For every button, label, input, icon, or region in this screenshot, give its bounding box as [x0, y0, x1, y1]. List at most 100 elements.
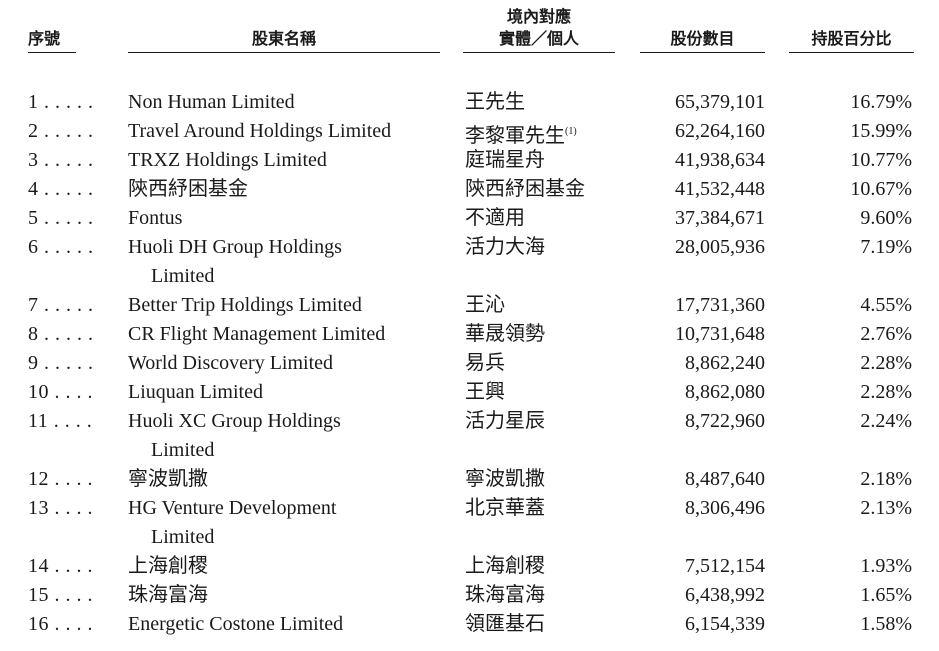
table-row: 11 . . . . Huoli XC Group Holdings Limited… — [0, 407, 939, 465]
table-row: 12 . . . . 寧波凱撒 寧波凱撒 8,487,640 2.18% — [0, 465, 939, 494]
domestic-entity: 庭瑞星舟 — [465, 146, 545, 175]
table-row: 3 . . . . . TRXZ Holdings Limited 庭瑞星舟 41,9… — [0, 146, 939, 175]
shareholder-table: 1 . . . . . Non Human Limited 王先生 65,379,10… — [0, 88, 939, 639]
share-count: 8,862,080 — [685, 381, 765, 403]
shareholding-pct: 2.76% — [860, 323, 912, 345]
domestic-entity: 上海創稷 — [465, 552, 545, 581]
table-row: 13 . . . . HG Venture Development Limited 北… — [0, 494, 939, 552]
domestic-entity-text: 庭瑞星舟 — [465, 149, 545, 171]
row-seq: 5 . . . . . — [28, 207, 94, 229]
domestic-entity: 易兵 — [465, 349, 505, 378]
shareholding-pct: 15.99% — [850, 120, 912, 142]
table-row: 5 . . . . . Fontus 不適用 37,384,671 9.60% — [0, 204, 939, 233]
row-seq: 11 . . . . — [28, 410, 93, 432]
share-count: 41,938,634 — [675, 149, 765, 171]
domestic-entity-text: 領匯基石 — [465, 613, 545, 635]
header-seq: 序號 — [28, 28, 76, 53]
shareholding-pct: 9.60% — [860, 207, 912, 229]
header-domestic-entity: 境內對應 實體／個人 — [463, 6, 615, 53]
share-count: 6,438,992 — [685, 584, 765, 606]
shareholding-pct: 1.93% — [860, 555, 912, 577]
shareholder-name-line1: Non Human Limited — [128, 91, 295, 113]
row-seq: 12 . . . . — [28, 468, 93, 490]
domestic-entity-text: 活力大海 — [465, 236, 545, 258]
domestic-entity: 寧波凱撒 — [465, 465, 545, 494]
domestic-entity-text: 王先生 — [465, 91, 525, 113]
shareholder-name-line1: Huoli XC Group Holdings — [128, 410, 341, 432]
row-seq: 6 . . . . . — [28, 236, 94, 258]
domestic-entity-text: 王興 — [465, 381, 505, 403]
domestic-entity-text: 易兵 — [465, 352, 505, 374]
share-count: 6,154,339 — [685, 613, 765, 635]
row-seq: 15 . . . . — [28, 584, 93, 606]
table-row: 10 . . . . Liuquan Limited 王興 8,862,080 2.28… — [0, 378, 939, 407]
shareholder-name-line1: CR Flight Management Limited — [128, 323, 386, 345]
row-seq: 4 . . . . . — [28, 178, 94, 200]
domestic-entity: 活力星辰 — [465, 407, 545, 436]
share-count: 8,306,496 — [685, 497, 765, 519]
shareholder-name-line1: TRXZ Holdings Limited — [128, 149, 327, 171]
shareholder-name: Huoli DH Group Holdings Limited — [128, 233, 458, 291]
share-count: 65,379,101 — [675, 91, 765, 113]
shareholder-name-line1: Better Trip Holdings Limited — [128, 294, 362, 316]
domestic-entity-text: 不適用 — [465, 207, 525, 229]
share-count: 8,487,640 — [685, 468, 765, 490]
domestic-entity-text: 陝西紓困基金 — [465, 178, 585, 200]
domestic-entity-text: 華晟領勢 — [465, 323, 545, 345]
shareholder-name: Better Trip Holdings Limited — [128, 291, 458, 320]
shareholder-name-line1: Energetic Costone Limited — [128, 613, 344, 635]
domestic-entity: 華晟領勢 — [465, 320, 545, 349]
domestic-entity: 北京華蓋 — [465, 494, 545, 523]
shareholding-pct: 2.28% — [860, 381, 912, 403]
shareholding-pct: 10.77% — [850, 149, 912, 171]
row-seq: 16 . . . . — [28, 613, 93, 635]
shareholder-name: 陝西紓困基金 — [128, 175, 458, 204]
table-row: 1 . . . . . Non Human Limited 王先生 65,379,10… — [0, 88, 939, 117]
table-row: 14 . . . . 上海創稷 上海創稷 7,512,154 1.93% — [0, 552, 939, 581]
domestic-entity: 珠海富海 — [465, 581, 545, 610]
domestic-entity: 不適用 — [465, 204, 525, 233]
shareholder-name: 珠海富海 — [128, 581, 458, 610]
domestic-entity: 王興 — [465, 378, 505, 407]
shareholder-name-line1: Huoli DH Group Holdings — [128, 236, 342, 258]
shareholder-name: Huoli XC Group Holdings Limited — [128, 407, 458, 465]
table-row: 2 . . . . . Travel Around Holdings Limite… — [0, 117, 939, 147]
shareholder-name: Fontus — [128, 204, 458, 233]
row-seq: 14 . . . . — [28, 555, 93, 577]
share-count: 10,731,648 — [675, 323, 765, 345]
shareholding-pct: 2.18% — [860, 468, 912, 490]
share-count: 62,264,160 — [675, 120, 765, 142]
table-row: 6 . . . . . Huoli DH Group Holdings Limite… — [0, 233, 939, 291]
domestic-entity-text: 李黎軍先生 — [465, 125, 565, 147]
shareholder-name: Travel Around Holdings Limited — [128, 117, 458, 146]
header-shareholder-name: 股東名稱 — [128, 28, 440, 53]
shareholding-pct: 10.67% — [850, 178, 912, 200]
shareholder-name: HG Venture Development Limited — [128, 494, 458, 552]
shareholder-name-line1: HG Venture Development — [128, 497, 337, 519]
row-seq: 7 . . . . . — [28, 294, 94, 316]
shareholder-name-line2: Limited — [151, 526, 215, 548]
domestic-entity-text: 上海創稷 — [465, 555, 545, 577]
shareholding-pct: 1.65% — [860, 584, 912, 606]
table-row: 7 . . . . . Better Trip Holdings Limited 王… — [0, 291, 939, 320]
shareholder-name-line2: Limited — [151, 439, 215, 461]
shareholder-name: World Discovery Limited — [128, 349, 458, 378]
shareholder-name: 寧波凱撒 — [128, 465, 458, 494]
share-count: 37,384,671 — [675, 207, 765, 229]
share-count: 7,512,154 — [685, 555, 765, 577]
share-count: 8,862,240 — [685, 352, 765, 374]
shareholding-pct: 16.79% — [850, 91, 912, 113]
domestic-entity-text: 活力星辰 — [465, 410, 545, 432]
shareholding-pct: 7.19% — [860, 236, 912, 258]
share-count: 28,005,936 — [675, 236, 765, 258]
shareholding-pct: 2.28% — [860, 352, 912, 374]
shareholding-pct: 2.13% — [860, 497, 912, 519]
shareholder-name-line1: Travel Around Holdings Limited — [128, 120, 392, 142]
table-row: 4 . . . . . 陝西紓困基金 陝西紓困基金 41,532,448 10.67% — [0, 175, 939, 204]
table-row: 8 . . . . . CR Flight Management Limited 華… — [0, 320, 939, 349]
shareholder-name: Liuquan Limited — [128, 378, 458, 407]
footnote-marker: (1) — [565, 126, 577, 137]
shareholder-name-line1: 上海創稷 — [128, 555, 208, 577]
domestic-entity: 王先生 — [465, 88, 525, 117]
row-seq: 8 . . . . . — [28, 323, 94, 345]
